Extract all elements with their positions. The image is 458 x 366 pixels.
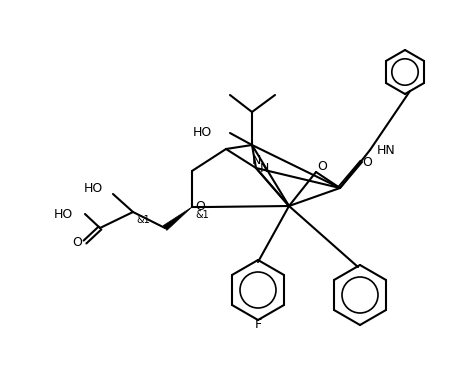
Text: &1: &1 — [136, 215, 150, 225]
Text: O: O — [317, 160, 327, 172]
Text: O: O — [72, 235, 82, 249]
Text: O: O — [362, 156, 372, 168]
Text: HN: HN — [377, 143, 396, 157]
Text: HO: HO — [84, 183, 103, 195]
Text: N: N — [259, 161, 269, 175]
Text: O: O — [195, 201, 205, 213]
Text: HO: HO — [54, 208, 73, 220]
Text: F: F — [255, 318, 262, 332]
Text: &1: &1 — [195, 210, 209, 220]
Polygon shape — [163, 207, 192, 230]
Text: N: N — [251, 153, 261, 167]
Text: HO: HO — [193, 127, 212, 139]
